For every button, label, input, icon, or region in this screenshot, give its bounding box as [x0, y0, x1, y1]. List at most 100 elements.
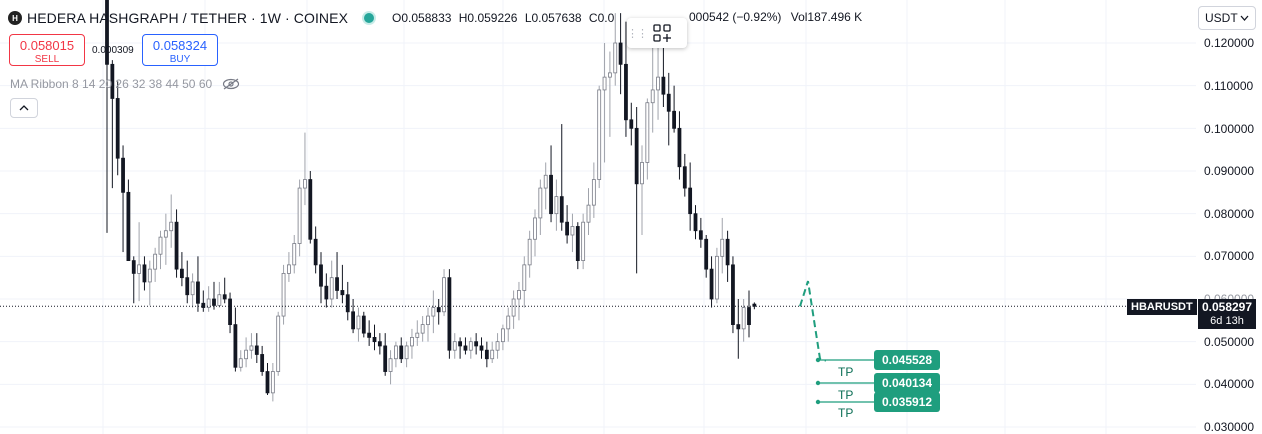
candle-body-down [436, 307, 441, 313]
candle [345, 281, 350, 321]
candle [297, 179, 302, 257]
bar-countdown: 6d 13h [1210, 315, 1244, 327]
candle [324, 273, 329, 308]
candle [372, 324, 377, 351]
candle [270, 363, 275, 402]
candle-body-up [147, 268, 152, 283]
candle [190, 273, 195, 308]
symbol-logo-icon[interactable]: H [8, 11, 22, 25]
close-value: C0.0 [588, 11, 615, 25]
collapse-legend-button[interactable] [10, 98, 38, 118]
volume-value: Vol187.496 K [790, 10, 863, 24]
add-widget-icon[interactable] [647, 18, 677, 48]
candle [110, 60, 115, 189]
candle [361, 311, 366, 338]
candle-body-up [169, 221, 174, 232]
candle [484, 341, 489, 368]
candle [650, 43, 655, 133]
candle [276, 311, 281, 376]
candle [303, 132, 307, 206]
candle-body-up [137, 264, 142, 274]
candle [575, 222, 580, 270]
candle-body-up [431, 307, 436, 317]
candle-body-up [244, 349, 249, 360]
candle [468, 337, 473, 359]
candle-body-up [206, 298, 211, 308]
candle [645, 98, 650, 180]
sell-button[interactable]: 0.058015 SELL [9, 34, 85, 66]
candle-body-down [121, 157, 125, 193]
candle [517, 281, 521, 321]
candle-body-up [581, 221, 586, 261]
candle [174, 209, 179, 278]
candle [452, 333, 457, 359]
candle-body-down [704, 238, 709, 270]
candle [142, 256, 147, 291]
candle [238, 350, 243, 372]
drag-handle-icon[interactable]: ⋮⋮ [627, 27, 648, 40]
high-value: H0.059226 [458, 11, 518, 25]
eye-slash-icon[interactable] [222, 78, 240, 90]
ohlc-values: O0.058833 H0.059226 L0.057638 C0.0 [392, 11, 618, 25]
indicator-name[interactable]: MA Ribbon 8 14 20 26 32 38 44 50 60 [10, 77, 213, 91]
tp-price-box[interactable]: 0.035912 [874, 392, 940, 412]
candle-body-up [650, 89, 655, 104]
candle [741, 299, 746, 342]
tp-price-box[interactable]: 0.045528 [874, 350, 940, 370]
price-axis[interactable]: 0.120000 0.110000 0.100000 0.090000 0.08… [1196, 0, 1262, 434]
market-status-icon[interactable] [364, 13, 375, 23]
candle-body-down [377, 341, 382, 347]
candle-body-down [185, 277, 190, 296]
axis-label: 0.120000 [1204, 36, 1255, 50]
candle-body-down [725, 238, 730, 266]
candle [581, 213, 586, 270]
candle [543, 162, 548, 210]
candle [479, 337, 484, 359]
sell-price: 0.058015 [19, 38, 75, 53]
candle [233, 307, 238, 372]
candle-body-down [565, 221, 569, 236]
candle-body-up [741, 307, 746, 330]
candle-body-down [126, 191, 131, 261]
candle [511, 290, 516, 329]
candle-body-down [201, 302, 206, 308]
candle [656, 43, 660, 120]
chevron-up-icon [19, 105, 29, 111]
candle [131, 256, 136, 304]
candle-body-down [447, 277, 452, 351]
candle-body-up [591, 179, 596, 206]
candle-body-up [720, 238, 725, 257]
change-and-volume: 000542 (−0.92%) Vol187.496 K [689, 10, 862, 24]
tp-price-box[interactable]: 0.040134 [874, 373, 940, 393]
candle-body-up [442, 277, 446, 313]
candle [608, 51, 612, 137]
candle-body-up [570, 226, 575, 236]
candle [522, 256, 527, 308]
candle [549, 145, 553, 223]
currency-select[interactable]: USDT [1198, 6, 1256, 30]
candle-body-down [698, 230, 703, 240]
candle [666, 72, 671, 146]
candle-body-down [340, 290, 345, 296]
candle-body-down [319, 264, 323, 287]
candle-body-down [624, 63, 628, 121]
candle [693, 205, 698, 240]
candle-body-up [276, 315, 281, 372]
candle-body-down [345, 294, 350, 313]
candle-body-down [308, 179, 313, 240]
candle-body-up [495, 341, 500, 351]
candle-body-down [629, 119, 634, 129]
candle-body-down [559, 196, 564, 223]
sell-label: SELL [34, 54, 60, 65]
buy-button[interactable]: 0.058324 BUY [142, 34, 218, 66]
candle [388, 350, 393, 385]
candle-body-down [265, 371, 270, 394]
candle [565, 205, 569, 244]
candle [640, 145, 644, 235]
candle-body-up [527, 238, 532, 266]
floating-toolbar[interactable]: ⋮⋮ [627, 18, 687, 48]
candle [720, 217, 725, 274]
candle-body-up [597, 89, 602, 180]
indicator-legend[interactable]: MA Ribbon 8 14 20 26 32 38 44 50 60 [10, 77, 240, 91]
symbol-title[interactable]: HEDERA HASHGRAPH / TETHER · 1W · COINEX [27, 10, 349, 26]
